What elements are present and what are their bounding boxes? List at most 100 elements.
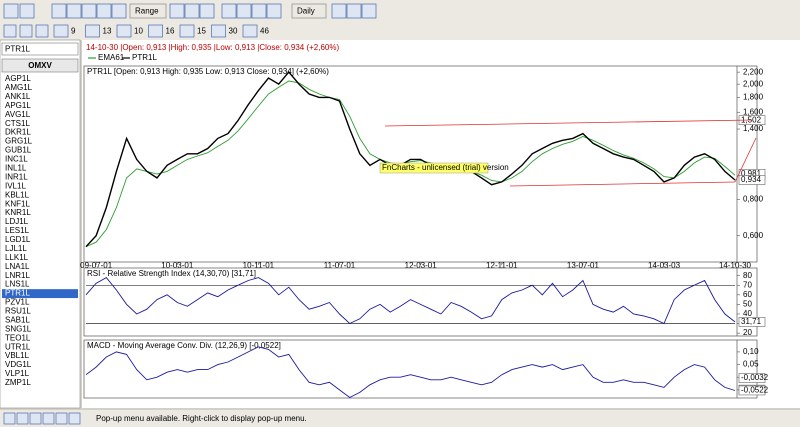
ticker-item[interactable]: UTR1L [5, 342, 31, 351]
status-bar [0, 410, 800, 427]
x-tick-label: 10-11-01 [243, 261, 275, 270]
indicator-param: 46 [260, 27, 269, 36]
indicator-icon[interactable] [148, 24, 163, 38]
y-tick-label: 1,800 [743, 93, 764, 102]
value-marker [738, 175, 766, 185]
ticker-item[interactable]: KNF1L [5, 199, 30, 208]
ticker-item[interactable]: VLP1L [5, 369, 30, 378]
value-marker-label: -0,0522 [741, 386, 769, 395]
ticker-item[interactable]: KNR1L [5, 208, 31, 217]
y-tick-label: 50 [743, 300, 752, 309]
ticker-item[interactable]: LDJ1L [5, 217, 29, 226]
ticker-item[interactable]: LGD1L [5, 235, 31, 244]
y-tick-label: 2,000 [743, 79, 764, 88]
ticker-item[interactable]: IVL1L [5, 181, 26, 190]
ticker-item[interactable]: INL1L [5, 164, 27, 173]
sidebar [0, 39, 81, 409]
x-tick-label: 12-11-01 [486, 261, 518, 270]
y-tick-label: 1,600 [743, 107, 764, 116]
trial-box [379, 162, 489, 174]
indicator-icon[interactable] [53, 24, 69, 38]
series-line [85, 80, 736, 248]
legend-label: EMA61 [98, 53, 125, 62]
x-tick-label: 14-03-03 [648, 261, 681, 270]
value-marker-label: 0,934 [741, 175, 762, 184]
ticker-item[interactable]: LES1L [5, 226, 30, 235]
legend-label: PTR1L [132, 53, 157, 62]
info-line: 14-10-30 |Open: 0,913 |High: 0,935 |Low:… [86, 43, 339, 52]
ticker-item[interactable]: GRG1L [5, 137, 33, 146]
y-tick-label: 70 [743, 280, 752, 289]
series-line [85, 346, 736, 399]
indicator-param: 15 [197, 27, 206, 36]
value-marker-label: -0,0032 [741, 373, 769, 382]
ticker-item[interactable]: INC1L [5, 155, 28, 164]
y-tick-label: 0,05 [743, 360, 759, 369]
ticker-item[interactable]: TEO1L [5, 333, 31, 342]
ticker-item[interactable]: LNA1L [5, 262, 30, 271]
market-text: OMXV [28, 61, 52, 70]
value-marker [738, 317, 766, 327]
value-marker [738, 373, 766, 383]
trend-line [384, 119, 753, 127]
status-icons[interactable] [3, 412, 81, 425]
ticker-item[interactable]: CTS1L [5, 119, 30, 128]
y-tick-label: 80 [743, 271, 752, 280]
ticker-item[interactable]: VBL1L [5, 351, 30, 360]
indicator-param: 9 [71, 27, 76, 36]
panel-title: MACD - Moving Average Conv. Div. (12,26,… [87, 341, 281, 350]
indicator-icon[interactable] [116, 24, 132, 38]
x-tick-label: 13-07-01 [567, 261, 600, 270]
y-tick-label: 20 [743, 328, 752, 337]
period-button[interactable] [291, 3, 327, 19]
ticker-item[interactable]: ANK1L [5, 92, 31, 101]
y-tick-label: 0,800 [743, 195, 764, 204]
indicator-icon[interactable] [242, 24, 258, 38]
y-tick-label: 0,600 [743, 231, 764, 240]
ticker-item[interactable]: KBL1L [5, 190, 30, 199]
ticker-item[interactable]: APG1L [5, 101, 31, 110]
range-label: Range [135, 7, 159, 16]
ticker-item[interactable]: ZMP1L [5, 378, 31, 387]
y-tick-label: 0,10 [743, 347, 759, 356]
indicator-icon[interactable] [211, 24, 226, 38]
ticker-item[interactable]: VDG1L [5, 360, 32, 369]
market-dropdown[interactable] [1, 58, 79, 73]
toolbar-icons[interactable] [3, 3, 377, 19]
y-tick-label: 40 [743, 309, 752, 318]
ticker-item[interactable]: AVG1L [5, 110, 31, 119]
selected-row [2, 289, 78, 299]
status-text: Pop-up menu available. Right-click to di… [96, 414, 307, 423]
ticker-item[interactable]: LNR1L [5, 271, 30, 280]
ticker-item[interactable]: SAB1L [5, 315, 30, 324]
range-button[interactable] [129, 3, 167, 19]
y-tick-label: 1,400 [743, 124, 764, 133]
ticker-item[interactable]: LLK1L [5, 253, 29, 262]
indicator-buttons[interactable]: 9 13 10 16 15 30 46 [3, 24, 269, 38]
indicator-param: 13 [103, 27, 112, 36]
value-marker [738, 385, 766, 396]
indicator-bar [0, 22, 800, 40]
ticker-item[interactable]: GUB1L [5, 146, 32, 155]
series-line [85, 71, 736, 248]
ticker-item[interactable]: INR1L [5, 172, 28, 181]
ticker-item[interactable]: SNG1L [5, 324, 32, 333]
ticker-item[interactable]: PZV1L [5, 298, 30, 307]
indicator-param: 10 [134, 27, 143, 36]
series-line [85, 277, 736, 325]
indicator-icon[interactable] [179, 24, 195, 38]
ticker-item[interactable]: PTR1L [5, 289, 30, 298]
indicator-icon[interactable] [85, 24, 100, 38]
y-tick-label: 60 [743, 290, 752, 299]
y-tick-label: 2,200 [743, 67, 764, 76]
ticker-item[interactable]: LJL1L [5, 244, 27, 253]
ticker-item[interactable]: RSU1L [5, 307, 31, 316]
ticker-item[interactable]: DKR1L [5, 128, 31, 137]
ticker-item[interactable]: AMG1L [5, 83, 33, 92]
ticker-item[interactable]: LNS1L [5, 280, 30, 289]
panel-frame [83, 267, 758, 337]
symbol-input[interactable] [1, 42, 79, 56]
x-tick-label: 09-07-01 [80, 261, 113, 270]
ticker-item[interactable]: AGP1L [5, 74, 31, 83]
